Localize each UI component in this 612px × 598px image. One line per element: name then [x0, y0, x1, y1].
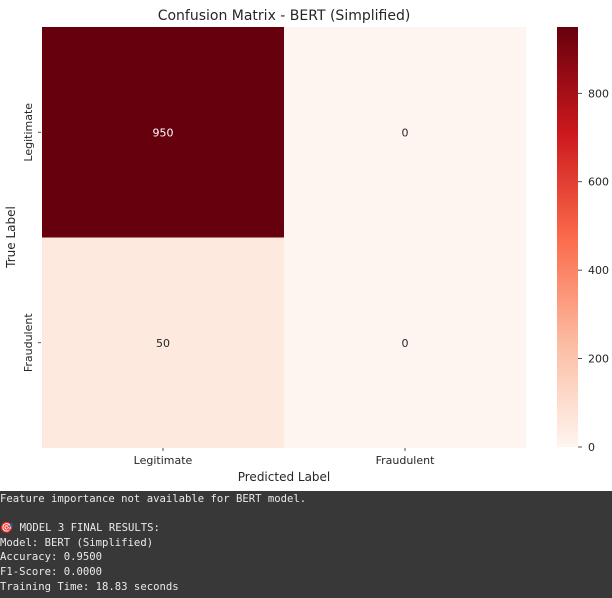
- x-tick-label: Legitimate: [134, 454, 193, 467]
- chart-title: Confusion Matrix - BERT (Simplified): [158, 8, 411, 24]
- x-axis-label: Predicted Label: [238, 470, 331, 484]
- colorbar-tick-label: 400: [588, 264, 609, 277]
- console-line: [0, 507, 612, 522]
- cell-value-label: 950: [153, 126, 174, 139]
- y-axis-label: True Label: [4, 206, 18, 269]
- x-tick-label: Fraudulent: [376, 454, 436, 467]
- cell-annotations: 950 0 50 0: [153, 126, 409, 350]
- console-line: 🎯 MODEL 3 FINAL RESULTS:: [0, 522, 160, 535]
- y-axis-ticks: Legitimate Fraudulent: [22, 103, 41, 372]
- y-tick-label: Legitimate: [22, 103, 35, 162]
- console-output: Feature importance not available for BER…: [0, 491, 612, 598]
- heatmap-cells: [42, 27, 526, 448]
- heatmap-cell: [284, 237, 526, 448]
- colorbar-tick-label: 0: [588, 441, 595, 454]
- console-line: F1-Score: 0.0000: [0, 565, 103, 578]
- heatmap-cell: [284, 27, 526, 238]
- y-tick-label: Fraudulent: [22, 313, 35, 373]
- console-line: Model: BERT (Simplified): [0, 536, 154, 549]
- colorbar-tick-label: 600: [588, 176, 609, 189]
- colorbar-tick-label: 200: [588, 353, 609, 366]
- console-line: Feature importance not available for BER…: [0, 493, 307, 505]
- colorbar-ticks: 0 200 400 600 800: [578, 87, 609, 454]
- colorbar-tick-label: 800: [588, 87, 609, 100]
- cell-value-label: 0: [402, 337, 409, 350]
- console-line: Training Time: 18.83 seconds: [0, 580, 179, 593]
- heatmap-cell: [42, 27, 284, 238]
- cell-value-label: 0: [402, 126, 409, 139]
- x-axis-ticks: Legitimate Fraudulent: [134, 448, 435, 467]
- confusion-matrix-figure: Confusion Matrix - BERT (Simplified) 950…: [4, 8, 609, 484]
- heatmap-cell: [42, 237, 284, 448]
- colorbar: [557, 27, 578, 447]
- console-line: Accuracy: 0.9500: [0, 551, 103, 564]
- cell-value-label: 50: [156, 337, 170, 350]
